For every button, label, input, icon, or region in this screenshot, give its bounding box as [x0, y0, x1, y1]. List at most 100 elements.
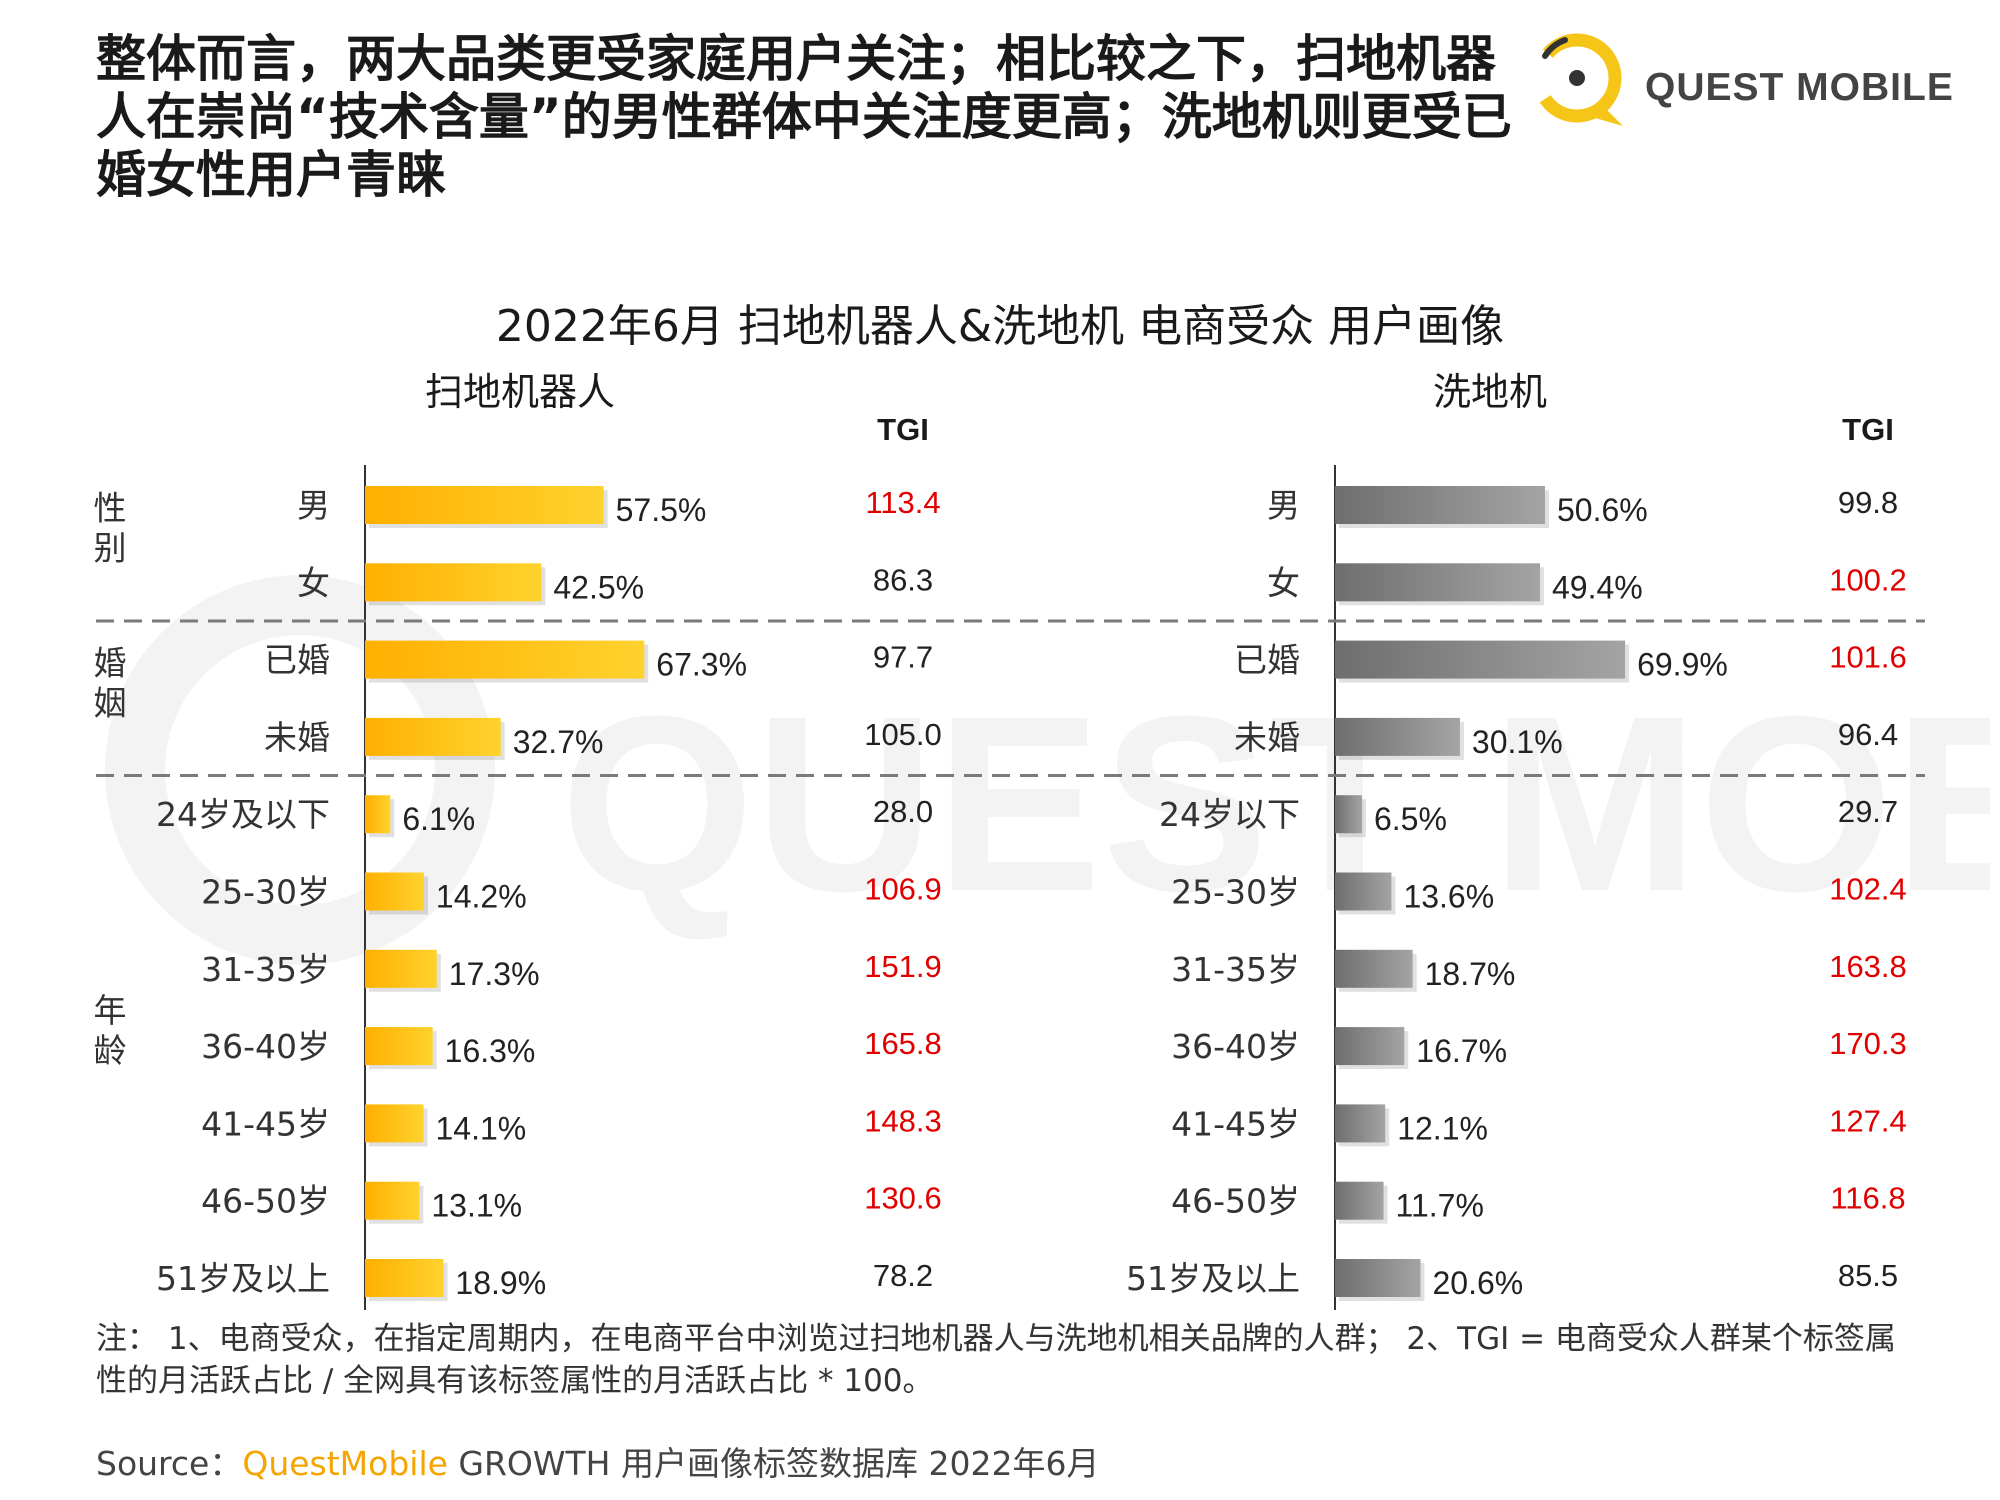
data-label: 13.6%	[1403, 879, 1494, 915]
group-label-char: 姻	[94, 683, 127, 722]
data-label: 32.7%	[513, 724, 604, 760]
logo-text: QUEST MOBILE	[1645, 66, 1954, 109]
quest-mobile-logo-mark-icon	[1532, 33, 1623, 126]
data-label: 50.6%	[1557, 492, 1648, 528]
category-label: 46-50岁	[1171, 1182, 1300, 1221]
tgi-value: 29.7	[1838, 794, 1898, 829]
tgi-value: 85.5	[1838, 1258, 1898, 1293]
category-label: 未婚	[264, 718, 330, 757]
bar	[1335, 872, 1392, 911]
tgi-value: 170.3	[1829, 1026, 1907, 1061]
data-label: 20.6%	[1432, 1265, 1523, 1301]
bar	[1335, 486, 1545, 524]
data-label: 49.4%	[1552, 569, 1643, 605]
data-label: 30.1%	[1472, 724, 1563, 760]
tgi-value: 102.4	[1829, 872, 1907, 907]
category-label: 51岁及以上	[156, 1259, 330, 1298]
data-label: 16.3%	[445, 1033, 536, 1069]
data-label: 14.1%	[436, 1110, 527, 1146]
group-label-char: 龄	[94, 1031, 127, 1070]
data-label: 13.1%	[431, 1188, 522, 1224]
data-label: 11.7%	[1396, 1188, 1484, 1224]
group-label-char: 别	[94, 529, 127, 568]
group-label-char: 婚	[94, 643, 127, 682]
tgi-value: 105.0	[864, 717, 942, 752]
tgi-value: 96.4	[1838, 717, 1898, 752]
data-label: 67.3%	[656, 647, 747, 683]
tgi-value: 28.0	[873, 794, 933, 829]
data-label: 6.5%	[1374, 801, 1447, 837]
category-label: 31-35岁	[1171, 950, 1300, 989]
panel-title-robot: 扫地机器人	[425, 370, 615, 414]
bar	[365, 1259, 444, 1297]
category-label: 已婚	[1234, 641, 1300, 680]
category-label: 51岁及以上	[1126, 1259, 1300, 1298]
panel-title-washer: 洗地机	[1433, 370, 1547, 414]
category-label: 36-40岁	[1171, 1027, 1300, 1066]
bar	[1335, 717, 1460, 756]
category-label: 已婚	[264, 641, 330, 680]
tgi-value: 116.8	[1830, 1181, 1905, 1216]
tgi-value: 99.8	[1838, 485, 1898, 520]
category-label: 男	[297, 486, 330, 525]
tgi-header-washer: TGI	[1842, 412, 1894, 447]
bar	[1335, 640, 1626, 679]
tgi-value: 163.8	[1829, 949, 1907, 984]
category-label: 46-50岁	[201, 1182, 330, 1221]
bar	[365, 486, 604, 524]
data-label: 57.5%	[616, 492, 707, 528]
data-label: 69.9%	[1637, 647, 1728, 683]
source-rest: GROWTH 用户画像标签数据库 2022年6月	[447, 1444, 1100, 1483]
category-label: 36-40岁	[201, 1027, 330, 1066]
data-label: 18.7%	[1425, 956, 1516, 992]
source-line: Source：QuestMobile GROWTH 用户画像标签数据库 2022…	[96, 1437, 1099, 1485]
bar	[1335, 563, 1541, 602]
tgi-value: 100.2	[1829, 562, 1907, 597]
bar	[1335, 1104, 1386, 1143]
tgi-header-robot: TGI	[877, 412, 929, 447]
tgi-value: 101.6	[1829, 640, 1907, 675]
category-label: 男	[1267, 486, 1300, 525]
bar	[365, 640, 645, 679]
quest-mobile-logo: QUEST MOBILE	[1525, 26, 1975, 136]
group-label-char: 性	[94, 489, 127, 528]
bar	[1335, 1259, 1421, 1297]
category-label: 41-45岁	[1171, 1104, 1300, 1143]
footnote: 注： 1、电商受众，在指定周期内，在电商平台中浏览过扫地机器人与洗地机相关品牌的…	[96, 1321, 1896, 1399]
group-label-char: 年	[94, 991, 127, 1030]
source-prefix: Source：	[96, 1444, 243, 1483]
bar	[1335, 795, 1362, 834]
category-label: 24岁及以下	[156, 795, 330, 834]
chart-title: 2022年6月 扫地机器人&洗地机 电商受众 用户画像	[495, 301, 1505, 352]
bar	[1335, 1181, 1384, 1220]
tgi-value: 106.9	[864, 872, 942, 907]
data-label: 16.7%	[1416, 1033, 1507, 1069]
tgi-value: 113.4	[865, 485, 940, 520]
tgi-value: 97.7	[873, 640, 933, 675]
tgi-value: 130.6	[864, 1181, 942, 1216]
bar	[1335, 949, 1413, 988]
category-label: 41-45岁	[201, 1104, 330, 1143]
category-label: 25-30岁	[1171, 873, 1300, 912]
bar	[365, 1027, 433, 1066]
bar	[365, 1181, 420, 1220]
tgi-value: 127.4	[1829, 1103, 1907, 1138]
bar	[1335, 1027, 1405, 1066]
category-label: 24岁以下	[1159, 795, 1300, 834]
category-label: 女	[297, 563, 330, 602]
bar	[365, 717, 501, 756]
data-label: 6.1%	[402, 801, 475, 837]
tgi-value: 165.8	[864, 1026, 942, 1061]
data-label: 18.9%	[455, 1265, 546, 1301]
category-label: 未婚	[1234, 718, 1300, 757]
source-brand: QuestMobile	[242, 1444, 448, 1483]
category-label: 31-35岁	[201, 950, 330, 989]
tgi-value: 78.2	[873, 1258, 933, 1293]
headline: 整体而言，两大品类更受家庭用户关注；相比较之下，扫地机器人在崇尚“技术含量”的男…	[96, 30, 1512, 204]
bar	[365, 563, 542, 602]
category-label: 25-30岁	[201, 873, 330, 912]
bar	[365, 1104, 424, 1143]
data-label: 42.5%	[553, 569, 644, 605]
category-label: 女	[1267, 563, 1300, 602]
